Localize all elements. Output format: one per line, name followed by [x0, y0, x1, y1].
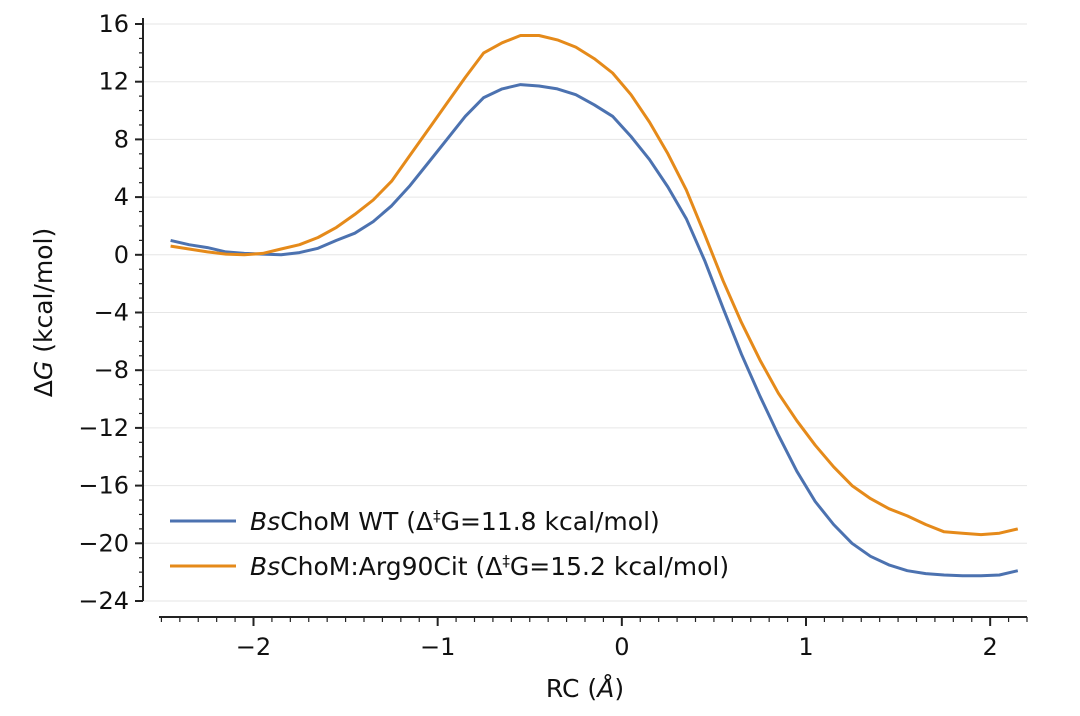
- series-line-1: [170, 34, 1019, 537]
- plot-area: [170, 34, 1019, 578]
- gridlines: [143, 23, 1027, 602]
- xlabel-suffix: ): [614, 674, 624, 703]
- legend-wt-tail: G=11.8 kcal/mol): [441, 507, 660, 536]
- xlabel-prefix: RC (: [546, 674, 597, 703]
- legend-cit-rest: ChoM:Arg90Cit (Δ: [280, 552, 502, 581]
- x-ticks: −2 −1 0 1 2: [160, 617, 1028, 661]
- y-axis-label: ΔG (kcal/mol): [29, 228, 58, 397]
- y-tick-label: 12: [98, 68, 129, 96]
- axes: [142, 18, 1027, 618]
- series-line-0: [170, 83, 1019, 578]
- legend-wt-italic: Bs: [250, 507, 280, 536]
- y-tick-label: 0: [114, 241, 129, 269]
- y-tick-label: −12: [78, 414, 129, 442]
- x-tick-label: 1: [798, 633, 813, 661]
- legend-label-wt: BsChoM WT (Δ‡G=11.8 kcal/mol): [250, 507, 660, 536]
- legend: BsChoM WT (Δ‡G=11.8 kcal/mol) BsChoM:Arg…: [170, 507, 729, 581]
- legend-cit-sup: ‡: [502, 552, 510, 570]
- y-tick-label: −24: [78, 587, 129, 615]
- xlabel-unit: Å: [595, 674, 614, 703]
- x-tick-label: −1: [420, 633, 455, 661]
- y-tick-label: −4: [94, 299, 129, 327]
- x-axis-label: RC (Å): [546, 674, 624, 703]
- legend-wt-sup: ‡: [433, 507, 441, 525]
- legend-cit-italic: Bs: [250, 552, 280, 581]
- y-tick-label: 16: [98, 10, 129, 38]
- legend-wt-rest: ChoM WT (Δ: [280, 507, 433, 536]
- y-tick-label: −8: [94, 356, 129, 384]
- x-tick-label: −2: [236, 633, 271, 661]
- x-tick-label: 0: [614, 633, 629, 661]
- y-tick-label: 8: [114, 125, 129, 153]
- ylabel-unit: (kcal/mol): [29, 228, 58, 361]
- ylabel-g: G: [29, 361, 58, 380]
- ylabel-delta: Δ: [29, 380, 58, 397]
- legend-label-cit: BsChoM:Arg90Cit (Δ‡G=15.2 kcal/mol): [250, 552, 729, 581]
- legend-cit-tail: G=15.2 kcal/mol): [510, 552, 729, 581]
- y-tick-label: −16: [78, 472, 129, 500]
- y-ticks: 16 12 8 4 0 −4 −8 −12 −16 −20 −24: [78, 10, 143, 615]
- x-tick-label: 2: [983, 633, 998, 661]
- y-tick-label: 4: [114, 183, 129, 211]
- y-tick-label: −20: [78, 529, 129, 557]
